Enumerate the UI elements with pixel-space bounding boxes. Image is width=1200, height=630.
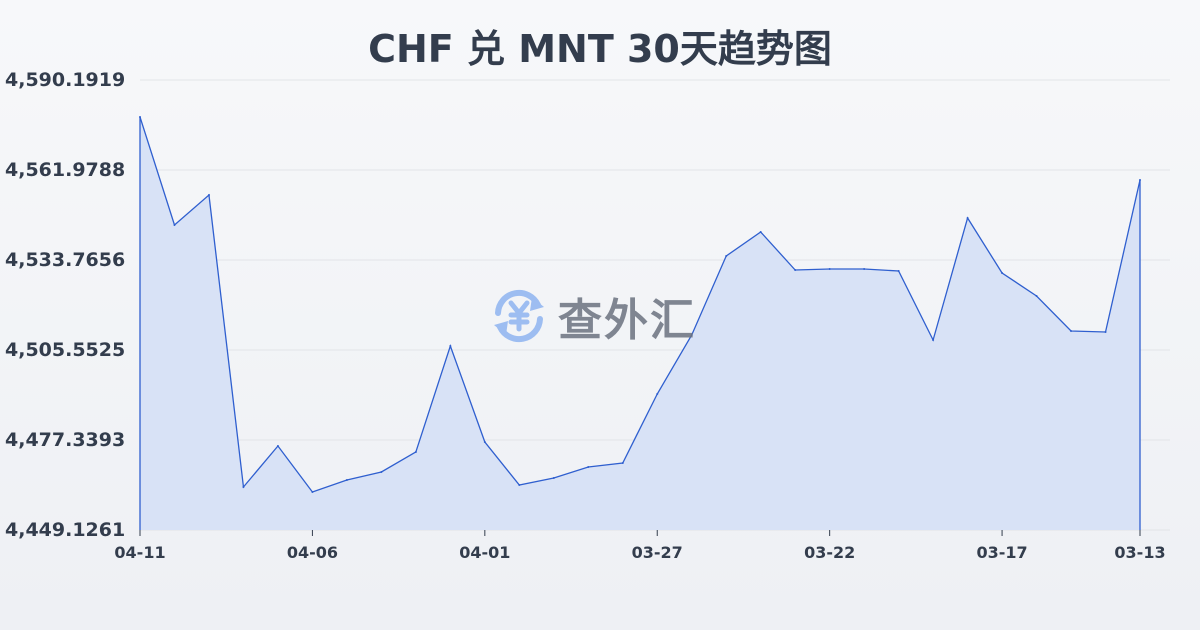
data-point — [380, 470, 383, 473]
data-point — [311, 490, 314, 493]
data-point — [759, 231, 762, 234]
watermark: 查外汇 — [488, 284, 696, 348]
y-tick-label: 4,561.9788 — [5, 159, 125, 181]
data-point — [1139, 178, 1141, 181]
data-point — [1070, 329, 1073, 332]
data-point — [173, 223, 176, 226]
data-point — [345, 479, 348, 482]
data-point — [828, 268, 831, 271]
data-point — [518, 484, 521, 487]
data-point — [966, 217, 969, 220]
x-tick-label: 03-22 — [804, 543, 855, 562]
data-point — [276, 444, 279, 447]
data-point — [794, 269, 797, 272]
x-tick-label: 04-11 — [114, 543, 165, 562]
x-tick-label: 04-06 — [287, 543, 338, 562]
data-point — [587, 466, 590, 469]
data-point — [242, 485, 245, 488]
y-tick-label: 4,533.7656 — [5, 249, 125, 271]
data-point — [1104, 330, 1107, 333]
x-tick-label: 04-01 — [459, 543, 510, 562]
data-point — [1001, 272, 1004, 275]
y-tick-label: 4,590.1919 — [5, 69, 125, 91]
data-point — [552, 476, 555, 479]
watermark-text: 查外汇 — [558, 295, 696, 346]
data-point — [414, 450, 417, 453]
data-point — [897, 269, 900, 272]
data-point — [932, 338, 935, 341]
data-point — [690, 333, 693, 336]
data-point — [725, 254, 728, 257]
data-point — [207, 194, 210, 197]
x-tick-label: 03-13 — [1114, 543, 1165, 562]
data-point — [863, 268, 866, 271]
data-point — [483, 441, 486, 444]
yen-exchange-icon — [494, 289, 544, 343]
data-point — [656, 392, 659, 395]
area-fill — [140, 116, 1140, 530]
data-point — [1035, 295, 1038, 298]
y-tick-label: 4,449.1261 — [5, 519, 125, 541]
x-tick-label: 03-27 — [632, 543, 683, 562]
y-tick-label: 4,505.5525 — [5, 339, 125, 361]
y-tick-label: 4,477.3393 — [5, 429, 125, 451]
x-tick-label: 03-17 — [976, 543, 1027, 562]
chart-title: CHF 兑 MNT 30天趋势图 — [368, 27, 832, 71]
data-point — [139, 115, 141, 118]
series-line — [139, 116, 1141, 493]
data-point — [621, 461, 624, 464]
data-point — [449, 344, 452, 347]
